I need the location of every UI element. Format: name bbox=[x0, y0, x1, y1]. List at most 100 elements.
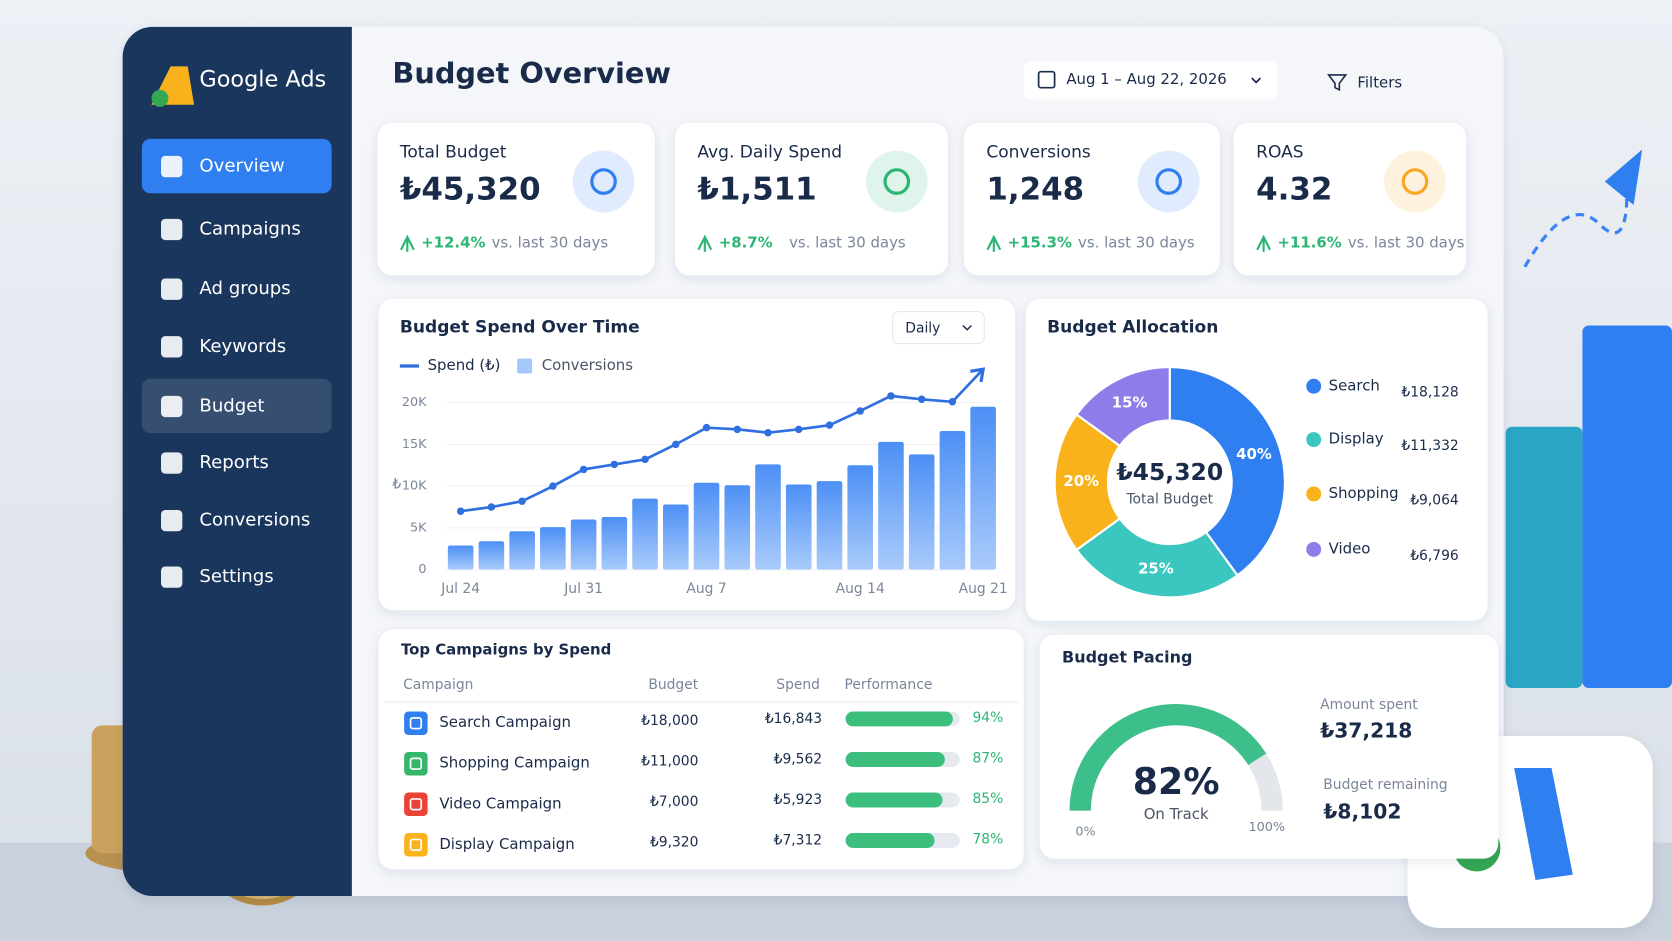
calendar-icon bbox=[1037, 70, 1056, 89]
kpi-change: +8.7% bbox=[719, 233, 773, 251]
nav-item[interactable]: Reports bbox=[199, 452, 268, 473]
spend-point bbox=[487, 503, 496, 511]
kpi-label: Avg. Daily Spend bbox=[697, 143, 842, 163]
stat-value: ₺37,218 bbox=[1320, 718, 1412, 742]
legend-swatch bbox=[517, 358, 533, 374]
kpi-change: +11.6% bbox=[1277, 233, 1341, 251]
campaign-budget: ₺9,320 bbox=[650, 835, 699, 851]
table-header: Spend bbox=[776, 677, 820, 693]
nav-item[interactable]: Budget bbox=[199, 396, 264, 417]
kpi-icon bbox=[572, 150, 635, 213]
campaign-icon-glyph bbox=[409, 838, 423, 851]
kpi-label: Conversions bbox=[986, 143, 1091, 163]
kpi-icon bbox=[883, 168, 911, 195]
donut-segment bbox=[1053, 413, 1122, 552]
kpi-note: vs. last 30 days bbox=[492, 233, 609, 251]
nav-item[interactable]: Settings bbox=[199, 566, 273, 587]
donut-label: 25% bbox=[1138, 560, 1174, 578]
campaign-icon bbox=[404, 711, 428, 735]
campaign-icon bbox=[404, 752, 428, 776]
conversion-bar bbox=[447, 545, 474, 570]
date-range[interactable]: Aug 1 – Aug 22, 2026 bbox=[1066, 70, 1226, 88]
spend-point bbox=[579, 465, 588, 474]
performance-bar bbox=[845, 833, 935, 848]
date-picker[interactable] bbox=[1023, 61, 1278, 100]
donut-label: 15% bbox=[1112, 393, 1148, 411]
conversion-bar bbox=[785, 484, 812, 570]
chart-title: Budget Spend Over Time bbox=[400, 318, 640, 338]
spend-point bbox=[672, 440, 680, 449]
brand-logo bbox=[151, 89, 169, 107]
kpi-note: vs. last 30 days bbox=[789, 233, 906, 251]
legend-swatch bbox=[1306, 378, 1322, 394]
y-tick-label: 5K bbox=[410, 520, 427, 535]
kpi-value: ₺1,511 bbox=[697, 172, 816, 208]
conversion-bar bbox=[632, 498, 658, 570]
nav-icon bbox=[161, 278, 183, 300]
gauge-status: On Track bbox=[1144, 805, 1209, 823]
legend-amount: ₺9,064 bbox=[1410, 492, 1459, 508]
conversion-bar bbox=[970, 406, 996, 570]
donut-center-value: ₺45,320 bbox=[1116, 458, 1223, 486]
legend-label: Conversions bbox=[542, 356, 634, 374]
nav-item[interactable]: Conversions bbox=[199, 510, 310, 531]
nav-item[interactable]: Ad groups bbox=[199, 278, 290, 299]
interval-dropdown[interactable] bbox=[891, 311, 985, 345]
conversion-bar bbox=[540, 527, 566, 570]
spend-point bbox=[549, 482, 557, 490]
filters-button[interactable]: Filters bbox=[1357, 73, 1402, 91]
legend-label: Video bbox=[1329, 539, 1371, 557]
legend-swatch bbox=[1306, 486, 1322, 502]
spend-point bbox=[887, 392, 895, 400]
campaign-icon-glyph bbox=[409, 798, 423, 811]
campaign-budget: ₺7,000 bbox=[650, 794, 699, 810]
decor-bar bbox=[1582, 325, 1672, 689]
kpi-change: +12.4% bbox=[421, 233, 485, 251]
stat-value: ₺8,102 bbox=[1323, 799, 1401, 823]
spend-arrow-head bbox=[970, 367, 986, 383]
legend-amount: ₺6,796 bbox=[1410, 548, 1459, 564]
campaign-name[interactable]: Video Campaign bbox=[439, 794, 561, 812]
conversion-bar bbox=[724, 485, 751, 570]
campaign-name[interactable]: Search Campaign bbox=[439, 713, 571, 731]
donut-center-label: Total Budget bbox=[1125, 491, 1213, 507]
spend-point bbox=[917, 395, 926, 404]
conversion-bar bbox=[601, 517, 628, 570]
stat-label: Amount spent bbox=[1320, 697, 1418, 713]
conversion-bar bbox=[509, 531, 535, 570]
sidebar bbox=[122, 26, 352, 896]
spend-point bbox=[856, 407, 864, 415]
nav-selected[interactable] bbox=[141, 378, 332, 434]
legend-label: Search bbox=[1329, 376, 1380, 394]
campaign-name[interactable]: Display Campaign bbox=[439, 835, 574, 853]
campaign-icon bbox=[404, 792, 428, 816]
kpi-value: ₺45,320 bbox=[400, 172, 541, 208]
conversion-bar bbox=[878, 441, 904, 570]
nav-item[interactable]: Overview bbox=[199, 156, 284, 177]
campaign-icon bbox=[404, 833, 428, 857]
performance-label: 87% bbox=[972, 750, 1003, 766]
nav-item[interactable]: Keywords bbox=[199, 336, 286, 357]
kpi-note: vs. last 30 days bbox=[1348, 233, 1465, 251]
donut-label: 40% bbox=[1236, 445, 1272, 463]
card bbox=[674, 122, 948, 276]
y-tick-label: 10K bbox=[402, 479, 427, 494]
donut-segment bbox=[1075, 365, 1171, 448]
conversion-bar bbox=[663, 504, 689, 570]
spend-point bbox=[764, 428, 772, 437]
legend-swatch bbox=[1306, 432, 1322, 448]
table-header: Campaign bbox=[403, 677, 473, 693]
campaign-name[interactable]: Shopping Campaign bbox=[439, 754, 589, 772]
campaign-icon-glyph bbox=[409, 757, 423, 770]
kpi-icon bbox=[865, 150, 928, 213]
card bbox=[1233, 122, 1467, 276]
nav-active[interactable] bbox=[141, 138, 332, 194]
spend-point bbox=[702, 423, 711, 432]
nav-item[interactable]: Campaigns bbox=[199, 219, 300, 240]
table-title: Top Campaigns by Spend bbox=[401, 641, 611, 659]
x-tick-label: Aug 14 bbox=[836, 581, 885, 597]
interval-dropdown-label[interactable]: Daily bbox=[905, 321, 940, 337]
conversion-bar bbox=[908, 454, 935, 570]
conversion-bar bbox=[693, 482, 720, 570]
